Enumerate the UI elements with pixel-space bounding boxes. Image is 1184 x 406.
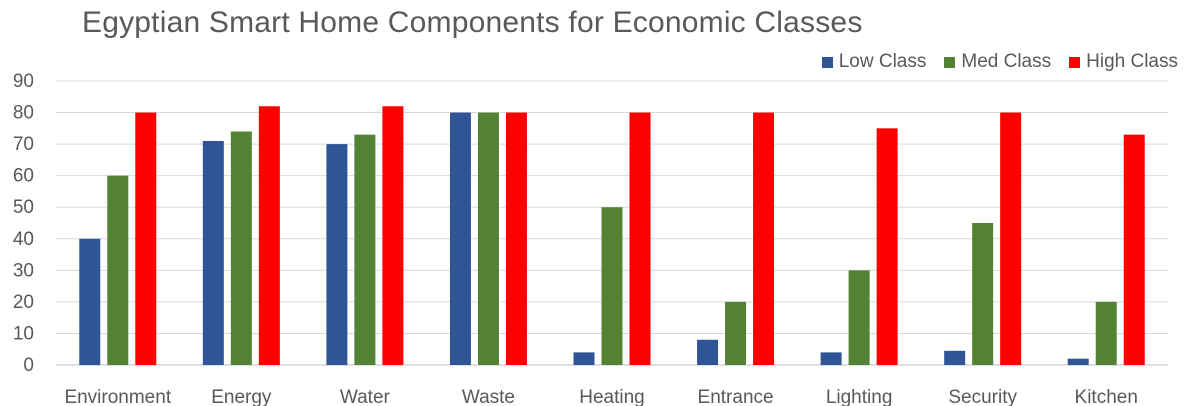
x-tick-label-energy: Energy xyxy=(211,387,272,406)
bar-water-high-class xyxy=(382,106,404,365)
bar-lighting-high-class xyxy=(876,128,898,365)
bar-energy-high-class xyxy=(258,106,280,365)
bar-heating-med-class xyxy=(601,207,623,365)
bar-security-med-class xyxy=(972,223,994,365)
bar-environment-high-class xyxy=(135,112,157,365)
bar-energy-med-class xyxy=(230,131,252,365)
y-tick-label-40: 40 xyxy=(13,229,34,250)
x-tick-label-environment: Environment xyxy=(64,387,171,406)
legend-swatch-low-class xyxy=(821,56,833,68)
bar-kitchen-high-class xyxy=(1123,134,1145,365)
x-tick-label-lighting: Lighting xyxy=(826,387,893,406)
x-tick-label-entrance: Entrance xyxy=(698,387,774,406)
bar-waste-med-class xyxy=(477,112,499,365)
legend-item-low-class: Low Class xyxy=(821,51,927,73)
bar-entrance-low-class xyxy=(697,339,719,365)
legend-label-high-class: High Class xyxy=(1086,51,1178,72)
legend-item-high-class: High Class xyxy=(1069,51,1178,73)
y-tick-label-60: 60 xyxy=(13,166,34,187)
y-tick-label-50: 50 xyxy=(13,197,34,218)
bar-heating-low-class xyxy=(573,352,595,365)
legend-item-med-class: Med Class xyxy=(944,51,1051,73)
x-tick-label-waste: Waste xyxy=(462,387,515,406)
y-tick-label-20: 20 xyxy=(13,292,34,313)
bar-kitchen-med-class xyxy=(1095,301,1117,365)
bar-lighting-low-class xyxy=(820,352,842,365)
legend-swatch-high-class xyxy=(1069,56,1081,68)
bar-security-high-class xyxy=(1000,112,1022,365)
bar-environment-low-class xyxy=(79,238,101,365)
bar-energy-low-class xyxy=(202,140,224,365)
bar-entrance-med-class xyxy=(725,301,747,365)
y-tick-label-90: 90 xyxy=(13,71,34,92)
y-tick-label-0: 0 xyxy=(23,355,34,376)
legend-swatch-med-class xyxy=(944,56,956,68)
chart-title: Egyptian Smart Home Components for Econo… xyxy=(82,6,863,39)
bar-lighting-med-class xyxy=(848,270,870,365)
y-tick-label-10: 10 xyxy=(13,323,34,344)
bar-security-low-class xyxy=(944,350,966,365)
x-tick-label-security: Security xyxy=(948,387,1017,406)
legend: Low Class Med Class High Class xyxy=(821,51,1178,73)
y-tick-label-30: 30 xyxy=(13,260,34,281)
bar-entrance-high-class xyxy=(753,112,775,365)
bar-water-low-class xyxy=(326,144,348,365)
y-tick-label-80: 80 xyxy=(13,103,34,124)
bar-environment-med-class xyxy=(107,175,129,365)
legend-label-med-class: Med Class xyxy=(961,51,1052,72)
bar-kitchen-low-class xyxy=(1067,358,1089,365)
x-tick-label-kitchen: Kitchen xyxy=(1075,387,1138,406)
bar-water-med-class xyxy=(354,134,376,365)
x-tick-label-water: Water xyxy=(340,387,391,406)
bar-waste-low-class xyxy=(449,112,471,365)
legend-label-low-class: Low Class xyxy=(838,51,927,72)
bar-heating-high-class xyxy=(629,112,651,365)
bar-waste-high-class xyxy=(505,112,527,365)
x-tick-label-heating: Heating xyxy=(579,387,645,406)
y-tick-label-70: 70 xyxy=(13,134,34,155)
